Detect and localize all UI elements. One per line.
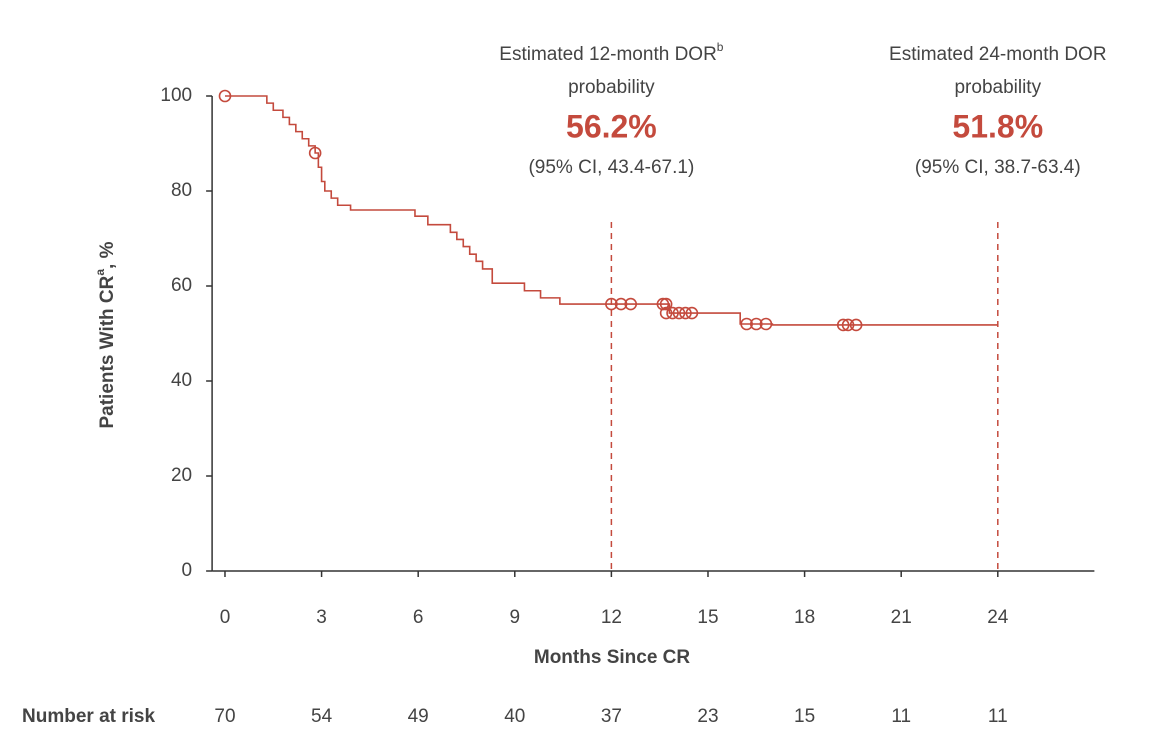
x-tick-label: 15: [697, 607, 718, 628]
x-tick-label: 3: [316, 607, 327, 628]
annotation-value: 56.2%: [566, 108, 657, 144]
annotation-ci: (95% CI, 43.4-67.1): [528, 157, 694, 178]
risk-value: 40: [504, 706, 525, 727]
risk-label: Number at risk: [22, 706, 155, 727]
censor-mark: [759, 317, 773, 331]
censor-mark: [841, 318, 855, 332]
x-tick-label: 21: [891, 607, 912, 628]
x-tick-label: 12: [601, 607, 622, 628]
censor-mark: [749, 317, 763, 331]
y-tick-label: 80: [171, 180, 192, 201]
censor-mark: [308, 146, 322, 160]
risk-value: 49: [408, 706, 429, 727]
censor-mark: [605, 297, 618, 311]
censor-mark: [659, 306, 673, 320]
x-tick-label: 24: [987, 607, 1009, 628]
x-tick-label: 0: [220, 607, 231, 628]
y-label-main: Patients With CR: [97, 275, 118, 428]
censor-mark: [218, 89, 232, 103]
x-tick-label: 6: [413, 607, 424, 628]
risk-value: 37: [601, 706, 622, 727]
annotation-title: Estimated 12-month DORb: [499, 40, 724, 65]
risk-value: 11: [988, 706, 1008, 727]
censor-mark: [849, 318, 863, 332]
censor-mark: [672, 306, 686, 320]
censor-mark: [685, 306, 699, 320]
y-tick-label: 60: [171, 275, 192, 296]
censor-mark: [666, 306, 679, 320]
y-label-suffix: , %: [97, 241, 118, 269]
y-label-sup: a: [93, 269, 107, 276]
survival-curve: [224, 95, 998, 326]
risk-value: 11: [891, 706, 911, 727]
y-tick-label: 40: [171, 370, 192, 391]
censor-mark: [836, 318, 850, 332]
annotation-sup: b: [717, 40, 724, 54]
x-tick-label: 9: [509, 607, 520, 628]
annotation-title-text: Estimated 24-month DOR: [889, 44, 1107, 65]
x-axis-label: Months Since CR: [534, 647, 691, 668]
annotation-title: Estimated 24-month DOR: [889, 44, 1107, 65]
risk-value: 23: [697, 706, 718, 727]
censor-mark: [614, 297, 628, 311]
annotation-title-text: Estimated 12-month DOR: [499, 44, 717, 65]
annotation-subtitle: probability: [568, 77, 655, 98]
risk-value: 54: [311, 706, 333, 727]
y-tick-label: 0: [182, 560, 193, 581]
annotation-ci: (95% CI, 38.7-63.4): [915, 157, 1081, 178]
risk-value: 70: [214, 706, 235, 727]
censor-mark: [740, 317, 753, 331]
risk-value: 15: [794, 706, 815, 727]
annotation-subtitle: probability: [954, 77, 1041, 98]
y-tick-label: 20: [171, 465, 192, 486]
censor-mark: [624, 297, 638, 311]
annotation-value: 51.8%: [952, 108, 1043, 144]
censor-mark: [679, 306, 692, 320]
censor-mark: [659, 297, 673, 311]
y-tick-label: 100: [160, 85, 192, 106]
y-axis-label: Patients With CRa, %: [93, 241, 118, 428]
x-tick-label: 18: [794, 607, 815, 628]
